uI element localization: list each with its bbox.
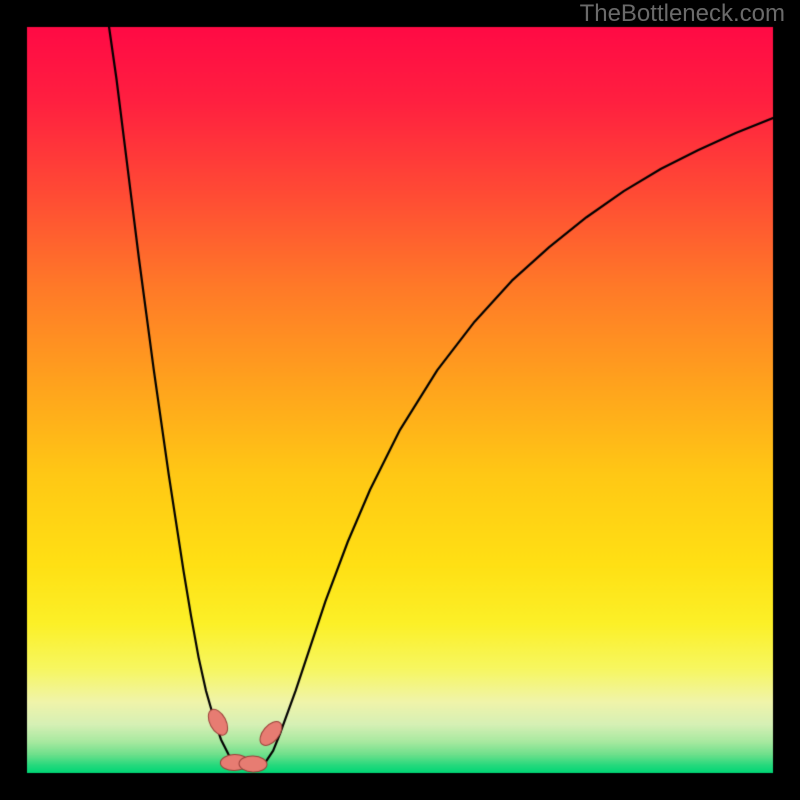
bottleneck-curve-chart bbox=[0, 0, 800, 800]
chart-container: TheBottleneck.com bbox=[0, 0, 800, 800]
watermark-text: TheBottleneck.com bbox=[580, 0, 785, 28]
